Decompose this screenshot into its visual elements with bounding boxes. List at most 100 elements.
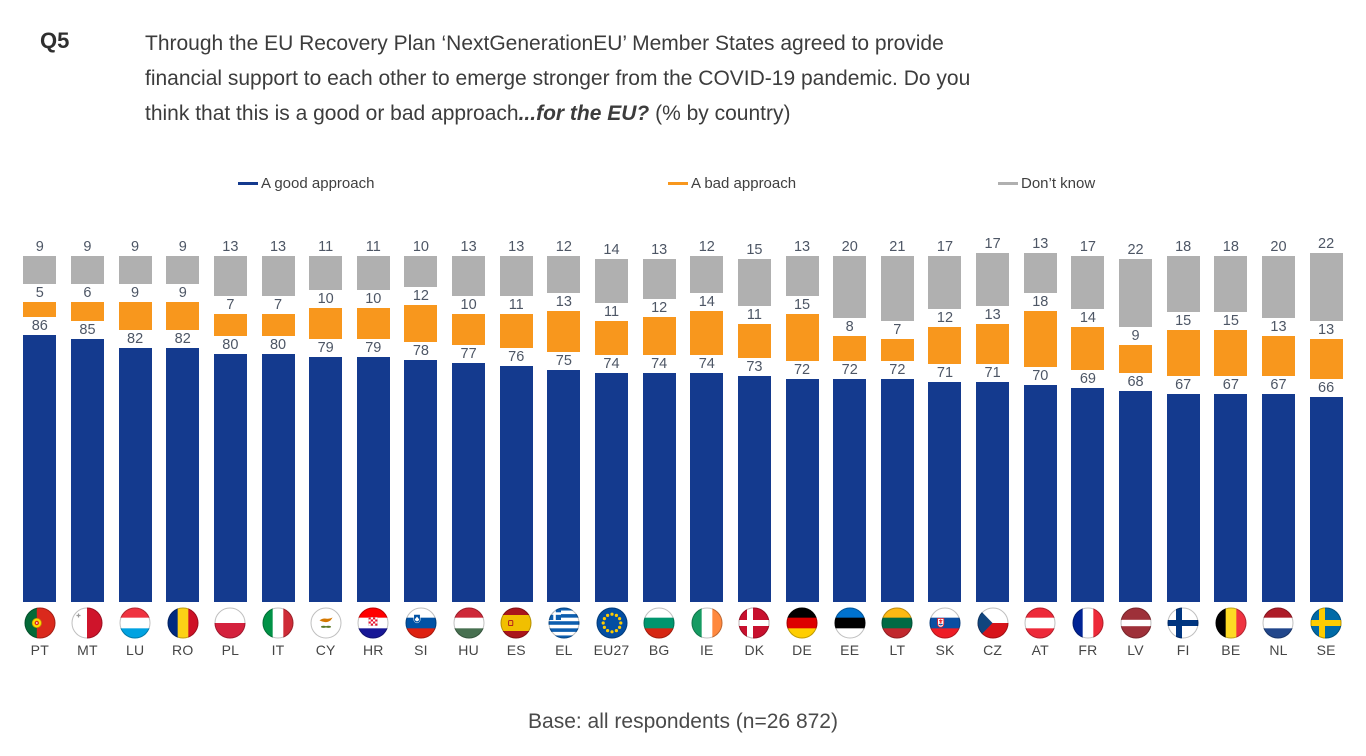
value-label-dontknow: 9 <box>131 239 140 256</box>
country-code-label: BE <box>1221 642 1241 658</box>
flag-pl-icon <box>214 607 246 639</box>
value-label-dontknow: 22 <box>1318 235 1335 252</box>
bar-stack-ro: 9 9 82 <box>166 220 200 602</box>
country-code-label: FI <box>1176 642 1190 658</box>
flag-lt-icon <box>881 607 913 639</box>
bar-segment-good <box>70 338 104 602</box>
country-code-label: LU <box>125 642 145 658</box>
bar-segment-bad <box>1166 329 1200 377</box>
bar-segment-good <box>452 363 486 602</box>
bar-segment-good <box>880 378 914 602</box>
bar-segment-bad <box>1214 329 1248 377</box>
bar-segment-bad <box>737 323 771 358</box>
bar-segment-good <box>976 381 1010 602</box>
bar-stack-el: 12 13 75 <box>547 220 581 602</box>
value-label-bad: 7 <box>226 297 235 314</box>
country-column-cy: 11 10 79 CY <box>302 220 350 658</box>
value-label-good: 76 <box>508 349 525 366</box>
value-label-bad: 8 <box>845 319 854 336</box>
bar-segment-good <box>1119 391 1153 602</box>
bar-segment-bad <box>23 301 57 318</box>
value-label-dontknow: 20 <box>841 239 858 256</box>
flag-ro-icon <box>167 607 199 639</box>
country-code-label: RO <box>172 642 194 658</box>
country-code-label: DK <box>744 642 765 658</box>
bar-segment-dontknow <box>261 256 295 297</box>
bar-segment-good <box>690 372 724 602</box>
bar-segment-bad <box>1023 311 1057 367</box>
country-code-label: HR <box>362 642 384 658</box>
bar-segment-bad <box>213 314 247 336</box>
country-column-hr: 11 10 79 HR <box>349 220 397 658</box>
bar-segment-dontknow <box>595 259 628 303</box>
bar-segment-bad <box>642 317 676 355</box>
legend-swatch-good-approach <box>238 182 258 185</box>
value-label-dontknow: 13 <box>508 239 525 256</box>
bar-stack-si: 10 12 78 <box>404 220 438 602</box>
value-label-bad: 13 <box>555 294 572 311</box>
value-label-dontknow: 13 <box>460 239 477 256</box>
country-code-label: PL <box>221 642 240 658</box>
flag-lu-icon <box>119 607 151 639</box>
bar-segment-bad <box>356 308 390 340</box>
country-column-sk: 17 12 71 SK <box>921 220 969 658</box>
bar-segment-bad <box>404 305 438 343</box>
flag-lv-icon <box>1120 607 1152 639</box>
bar-segment-dontknow <box>1214 256 1248 312</box>
bar-segment-good <box>1071 388 1105 602</box>
legend-item-dont-know: Don’t know <box>998 175 1095 192</box>
country-code-label: EU27 <box>593 642 630 658</box>
country-column-el: 12 13 75 EL <box>540 220 588 658</box>
bar-segment-good <box>1166 394 1200 602</box>
bar-stack-ie: 12 14 74 <box>690 220 724 602</box>
country-column-nl: 20 13 67 NL <box>1255 220 1303 658</box>
value-label-good: 73 <box>746 358 763 375</box>
country-column-lt: 21 7 72 LT <box>874 220 922 658</box>
bar-segment-dontknow <box>1023 252 1057 294</box>
country-column-it: 13 7 80 IT <box>254 220 302 658</box>
country-code-label: IE <box>699 642 714 658</box>
value-label-good: 79 <box>317 340 334 357</box>
value-label-bad: 13 <box>1318 322 1335 339</box>
value-label-good: 66 <box>1318 380 1335 397</box>
bar-segment-dontknow <box>70 256 104 284</box>
country-code-label: SE <box>1316 642 1336 658</box>
country-code-label: NL <box>1269 642 1288 658</box>
value-label-dontknow: 15 <box>746 242 763 259</box>
question-header: Q5 Through the EU Recovery Plan ‘NextGen… <box>40 26 970 131</box>
value-label-bad: 15 <box>1222 312 1239 329</box>
value-label-good: 69 <box>1079 371 1096 388</box>
bar-segment-good <box>261 354 295 602</box>
bar-segment-dontknow <box>1071 256 1105 309</box>
bar-segment-good <box>1261 394 1295 602</box>
country-column-fr: 17 14 69 FR <box>1064 220 1112 658</box>
flag-cy-icon <box>310 607 342 639</box>
country-column-dk: 15 11 73 DK <box>731 220 779 658</box>
bar-segment-good <box>1214 394 1248 602</box>
legend-item-good-approach: A good approach <box>238 175 374 192</box>
value-label-dontknow: 14 <box>603 242 620 259</box>
value-label-good: 77 <box>460 346 477 363</box>
flag-se-icon <box>1310 607 1342 639</box>
bar-segment-good <box>213 354 247 602</box>
flag-it-icon <box>262 607 294 639</box>
country-column-hu: 13 10 77 HU <box>445 220 493 658</box>
value-label-good: 72 <box>889 361 906 378</box>
value-label-dontknow: 9 <box>83 239 92 256</box>
question-text: Through the EU Recovery Plan ‘NextGenera… <box>145 26 970 131</box>
country-column-ie: 12 14 74 IE <box>683 220 731 658</box>
flag-sk-icon <box>929 607 961 639</box>
legend-swatch-bad-approach <box>668 182 688 185</box>
country-column-lu: 9 9 82 LU <box>111 220 159 658</box>
bar-segment-bad <box>1261 336 1295 377</box>
value-label-good: 71 <box>936 364 954 381</box>
bar-stack-fr: 17 14 69 <box>1071 220 1105 602</box>
bar-segment-bad <box>309 308 343 340</box>
bar-segment-bad <box>118 301 152 330</box>
bar-stack-pt: 9 5 86 <box>23 220 57 602</box>
bar-stack-fi: 18 15 67 <box>1166 220 1200 602</box>
bar-stack-dk: 15 11 73 <box>737 220 771 602</box>
value-label-dontknow: 22 <box>1127 242 1144 259</box>
chart-legend: A good approach A bad approach Don’t kno… <box>0 175 1366 197</box>
bar-segment-bad <box>261 314 295 336</box>
